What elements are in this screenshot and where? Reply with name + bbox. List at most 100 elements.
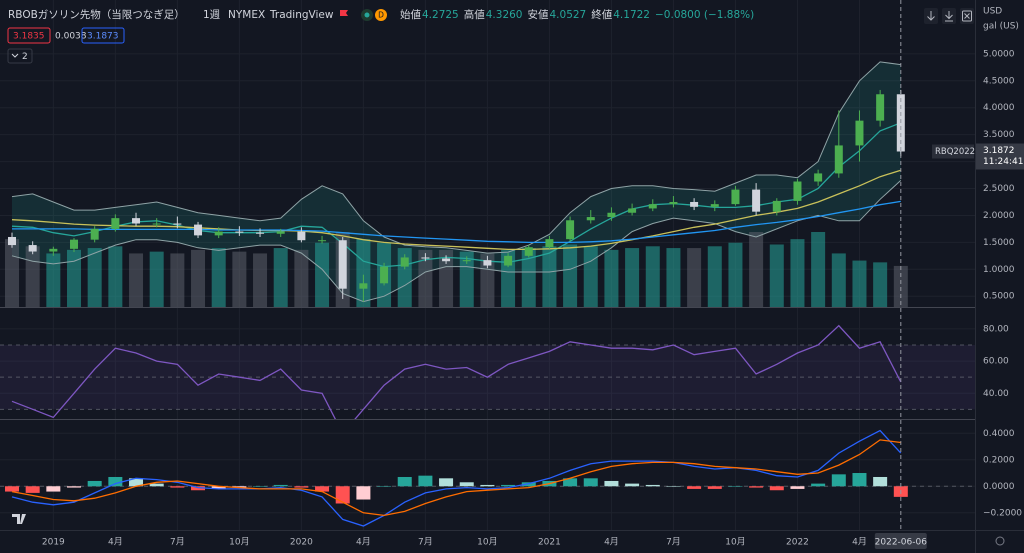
histogram-bar bbox=[521, 482, 536, 487]
histogram-bar bbox=[87, 480, 102, 487]
volume-bar bbox=[873, 262, 888, 307]
histogram-bar bbox=[170, 486, 185, 488]
flag-icon[interactable] bbox=[340, 10, 348, 16]
volume-bar bbox=[211, 248, 226, 307]
currency[interactable]: USD bbox=[983, 7, 1002, 17]
candle-body bbox=[90, 228, 99, 240]
x-tick-label: 4月 bbox=[108, 537, 123, 548]
candle-body bbox=[8, 236, 16, 246]
histogram-bar bbox=[253, 486, 268, 487]
axes: 0.50001.00001.50002.00002.50003.00003.50… bbox=[42, 0, 1024, 549]
ohlc-value: 4.0527 bbox=[550, 9, 587, 21]
histogram-bar bbox=[852, 473, 867, 487]
ohlc-label: 終値 bbox=[591, 8, 612, 21]
volume-bar bbox=[87, 248, 102, 307]
volume-bar bbox=[625, 248, 640, 307]
histogram-bar bbox=[583, 478, 598, 487]
tv-logo bbox=[12, 514, 26, 524]
histogram-bar bbox=[211, 486, 226, 489]
volume-bar bbox=[604, 249, 619, 307]
volume-bar bbox=[315, 242, 330, 307]
y-tick-label: 2.0000 bbox=[983, 211, 1015, 221]
candle-body bbox=[173, 223, 182, 225]
candle-body bbox=[483, 260, 492, 266]
x-tick-label: 4月 bbox=[356, 537, 371, 548]
ohlc: 始値 4.2725 高値 4.3260 安値 4.0527 終値 4.1722 −0.0800 … bbox=[400, 8, 754, 21]
y-tick-label: −0.2000 bbox=[983, 508, 1022, 518]
candle-body bbox=[814, 173, 823, 182]
histogram-bar bbox=[108, 476, 123, 487]
histogram-bar bbox=[666, 486, 681, 487]
candle-body bbox=[49, 248, 58, 252]
volume-bar bbox=[790, 239, 805, 307]
collapse-button[interactable] bbox=[7, 48, 33, 64]
delay-badge[interactable] bbox=[375, 9, 387, 21]
candle-body bbox=[462, 260, 471, 262]
volume-bar bbox=[542, 246, 557, 307]
delay-label: D bbox=[378, 11, 384, 20]
plots bbox=[0, 61, 975, 527]
candle-body bbox=[710, 204, 719, 207]
logo bbox=[12, 514, 26, 524]
settings-button[interactable] bbox=[995, 536, 1005, 546]
volume-bar bbox=[170, 253, 185, 307]
histogram-bar bbox=[645, 484, 660, 487]
volume-bar bbox=[459, 251, 474, 307]
volume-bar bbox=[728, 242, 743, 307]
crosshair-label-bg bbox=[874, 533, 927, 549]
legend-box[interactable] bbox=[81, 27, 125, 44]
x-tick-label: 7月 bbox=[418, 537, 433, 548]
candle-body bbox=[442, 258, 451, 262]
candle-body bbox=[380, 266, 389, 284]
volume-bar bbox=[480, 253, 495, 307]
y-tick-label: 0.4000 bbox=[983, 429, 1015, 439]
candle-body bbox=[235, 231, 244, 233]
histogram-bar bbox=[377, 486, 392, 487]
candle-body bbox=[793, 181, 802, 201]
candle-body bbox=[669, 201, 678, 205]
candle-body bbox=[400, 257, 409, 267]
volume-bar bbox=[707, 246, 722, 307]
icon bbox=[927, 11, 935, 21]
y-tick-label: 60.00 bbox=[983, 357, 1009, 367]
volume-bar bbox=[666, 248, 681, 307]
candle-body bbox=[504, 255, 513, 266]
volume-bar bbox=[645, 246, 660, 307]
histogram-bar bbox=[831, 474, 846, 487]
histogram-bar bbox=[232, 486, 247, 488]
unit[interactable]: gal (US) bbox=[983, 22, 1019, 32]
market-dot bbox=[364, 12, 370, 18]
candle-body bbox=[628, 208, 637, 213]
y-tick-label: 1.0000 bbox=[983, 265, 1015, 275]
band-line bbox=[11, 61, 901, 254]
histogram-bar bbox=[315, 486, 330, 492]
histogram-bar bbox=[67, 486, 82, 488]
icon bbox=[964, 13, 970, 19]
histogram-bar bbox=[356, 486, 371, 500]
candle-body bbox=[338, 240, 347, 289]
histogram-bar bbox=[749, 486, 764, 488]
histogram-bar bbox=[501, 484, 516, 487]
candle-body bbox=[70, 239, 79, 249]
moving-average bbox=[11, 169, 901, 251]
x-tick-label: 7月 bbox=[170, 537, 185, 548]
candle-body bbox=[111, 218, 120, 229]
candle-body bbox=[752, 189, 761, 212]
candle-body bbox=[731, 189, 740, 205]
x-tick-label: 2019 bbox=[42, 538, 65, 548]
volume-bar bbox=[831, 253, 846, 307]
y-tick-label: 2.5000 bbox=[983, 184, 1015, 194]
histogram-bar bbox=[439, 478, 454, 487]
legend-box[interactable] bbox=[7, 27, 51, 44]
y-tick-label: 0.5000 bbox=[983, 292, 1015, 302]
ohlc-label: 安値 bbox=[528, 8, 549, 21]
volume-bar bbox=[439, 249, 454, 307]
volume-bar bbox=[67, 249, 82, 307]
macd-pane bbox=[0, 429, 975, 527]
volume-bar bbox=[149, 251, 164, 307]
histogram-bar bbox=[811, 483, 826, 487]
candle-body bbox=[276, 231, 285, 234]
candle-body bbox=[545, 239, 554, 248]
candle-body bbox=[834, 145, 843, 174]
